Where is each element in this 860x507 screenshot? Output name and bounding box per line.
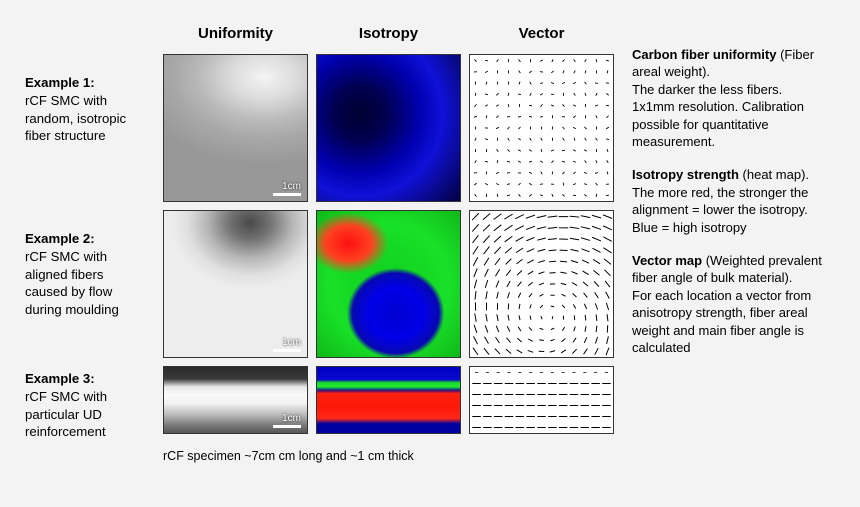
- vector-tile-2: [469, 210, 614, 358]
- isotropy-tile-3: [316, 366, 461, 434]
- legend-vector: Vector map (Weighted prevalent fiber ang…: [632, 252, 827, 356]
- colhead-isotropy: Isotropy: [316, 24, 461, 46]
- scalebar: 1cm: [273, 414, 301, 428]
- uniformity-tile-2: 1cm: [163, 210, 308, 358]
- vector-tile-1: [469, 54, 614, 202]
- image-grid: Uniformity Isotropy Vector Example 1: rC…: [25, 20, 614, 465]
- scalebar: 1cm: [273, 182, 301, 196]
- uniformity-tile-1: 1cm: [163, 54, 308, 202]
- rowlabel-3: Example 3: rCF SMC with particular UD re…: [25, 366, 155, 441]
- legend: Carbon fiber uniformity (Fiber areal wei…: [632, 20, 827, 465]
- legend-isotropy: Isotropy strength (heat map). The more r…: [632, 166, 827, 236]
- isotropy-tile-2: [316, 210, 461, 358]
- figure: Uniformity Isotropy Vector Example 1: rC…: [25, 20, 835, 465]
- rowlabel-2: Example 2: rCF SMC with aligned fibers c…: [25, 210, 155, 319]
- caption: rCF specimen ~7cm cm long and ~1 cm thic…: [163, 446, 614, 465]
- colhead-uniformity: Uniformity: [163, 24, 308, 46]
- rowlabel-1: Example 1: rCF SMC with random, isotropi…: [25, 54, 155, 145]
- legend-uniformity: Carbon fiber uniformity (Fiber areal wei…: [632, 46, 827, 150]
- colhead-vector: Vector: [469, 24, 614, 46]
- scalebar: 1cm: [273, 338, 301, 352]
- vector-tile-3: [469, 366, 614, 434]
- isotropy-tile-1: [316, 54, 461, 202]
- uniformity-tile-3: 1cm: [163, 366, 308, 434]
